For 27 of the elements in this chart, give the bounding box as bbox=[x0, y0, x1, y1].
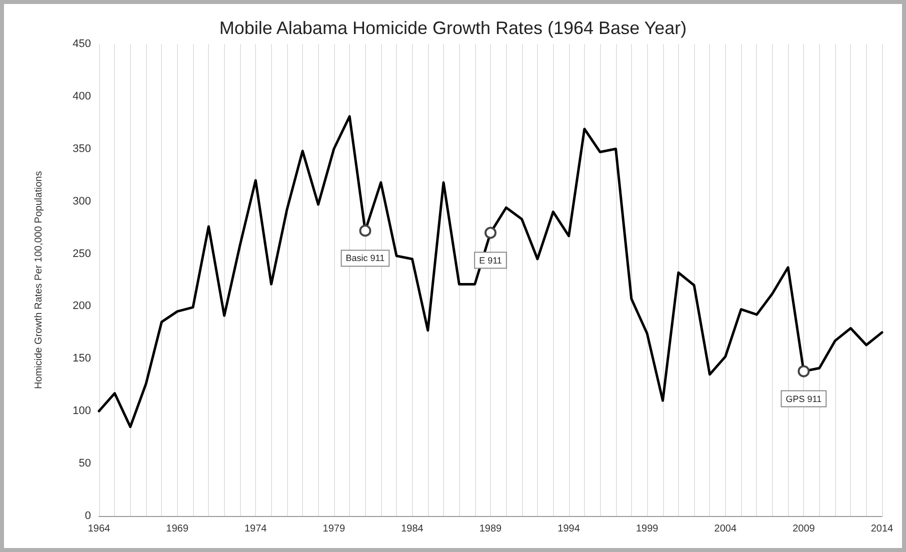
y-tick-label: 300 bbox=[72, 195, 91, 208]
y-tick-label: 450 bbox=[72, 38, 91, 50]
annotation: E 911 bbox=[479, 255, 502, 266]
x-tick-label: 2014 bbox=[870, 524, 894, 534]
y-tick-label: 50 bbox=[78, 458, 91, 470]
x-tick-label: 1979 bbox=[322, 524, 346, 534]
x-tick-label: 2009 bbox=[792, 524, 816, 534]
line-series bbox=[98, 115, 884, 428]
chart-title: Mobile Alabama Homicide Growth Rates (1964 Base Year) bbox=[219, 18, 687, 38]
y-tick-label: 0 bbox=[84, 510, 91, 522]
y-tick-label: 250 bbox=[72, 248, 91, 260]
x-tick-label: 1989 bbox=[479, 524, 502, 534]
x-tick-label: 1984 bbox=[401, 524, 424, 534]
x-tick-label: 1969 bbox=[166, 524, 189, 534]
x-tick-label: 1994 bbox=[558, 524, 580, 534]
annotation: GPS 911 bbox=[786, 394, 822, 404]
x-tick-label: 2004 bbox=[714, 524, 737, 534]
annotation: Basic 911 bbox=[346, 253, 385, 264]
y-axis-title: Homicide Growth Rates Per 100,000 Populations bbox=[34, 171, 44, 389]
y-tick-label: 350 bbox=[72, 142, 91, 155]
y-tick-label: 400 bbox=[72, 90, 91, 102]
x-tick-label: 1964 bbox=[88, 524, 111, 534]
y-tick-label: 150 bbox=[72, 352, 91, 365]
y-tick-label: 100 bbox=[72, 405, 91, 418]
x-tick-label: 1974 bbox=[244, 524, 268, 534]
x-tick-label: 1999 bbox=[636, 524, 659, 534]
y-tick-label: 200 bbox=[72, 300, 91, 312]
